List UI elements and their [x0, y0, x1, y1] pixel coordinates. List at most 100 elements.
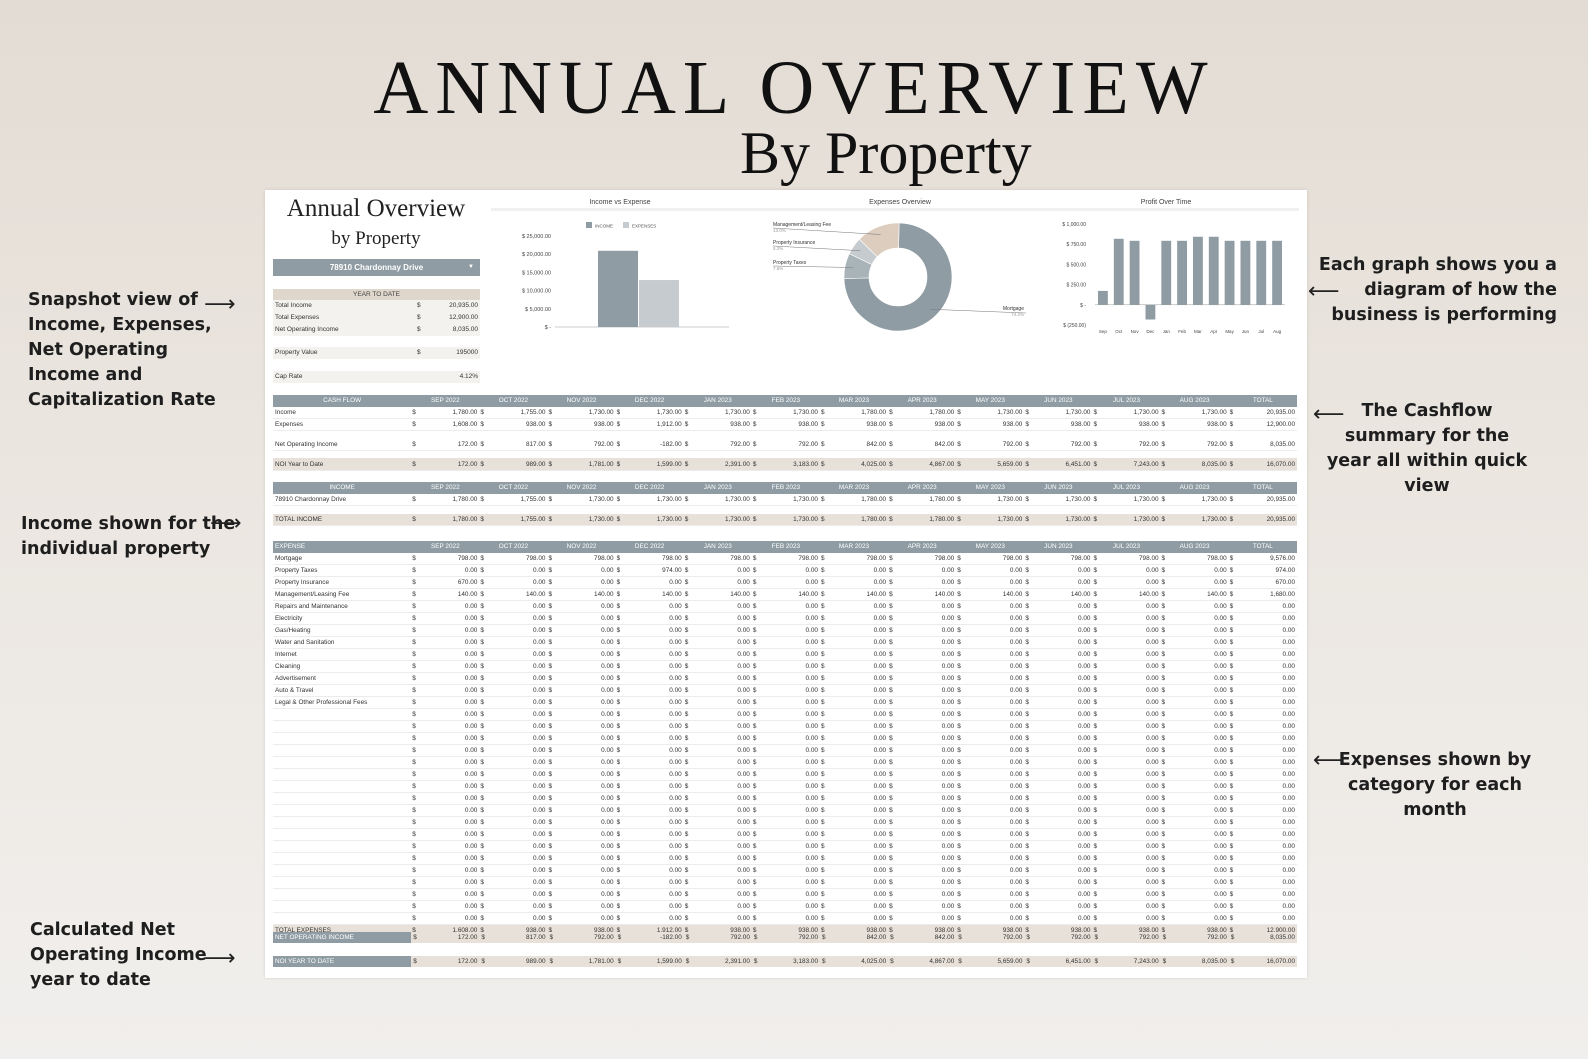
- table-row: $0.00 $0.00 $0.00 $0.00 $0.00 $0.00 $0.00 $0.00…: [273, 840, 1297, 854]
- cell-value: 1,755.00: [489, 406, 548, 420]
- currency-symbol: $: [1024, 792, 1035, 806]
- currency-symbol: $: [751, 828, 762, 842]
- currency-symbol: $: [1228, 672, 1239, 686]
- currency-symbol: $: [956, 816, 967, 830]
- currency-symbol: $: [888, 458, 899, 471]
- currency-symbol: $: [956, 636, 967, 650]
- currency-symbol: $: [751, 900, 762, 914]
- currency-symbol: $: [1024, 438, 1035, 451]
- currency-symbol: $: [888, 672, 899, 686]
- cell-value: 0.00: [1034, 672, 1093, 686]
- cell-value: 0.00: [829, 660, 889, 674]
- currency-symbol: $: [888, 804, 899, 818]
- x-tick-label: Nov: [1131, 329, 1140, 334]
- currency-symbol: $: [1024, 840, 1035, 854]
- cell-value: 0.00: [557, 576, 616, 590]
- cell-value: 974.00: [1238, 564, 1297, 578]
- cell-value: 0.00: [898, 624, 957, 638]
- cell-value: 0.00: [489, 900, 548, 914]
- currency-symbol: $: [683, 418, 694, 432]
- currency-symbol: $: [1228, 816, 1239, 830]
- income-vs-expense-chart: $ 25,000.00 $ 20,000.00 $ 15,000.00 $ 10,00…: [522, 222, 729, 331]
- column-header: INCOME: [273, 482, 412, 494]
- currency-symbol: $: [751, 493, 762, 507]
- cell-value: 0.00: [898, 900, 957, 914]
- currency-symbol: $: [1024, 708, 1035, 722]
- currency-symbol: $: [1160, 732, 1171, 746]
- column-header: MAY 2023: [956, 482, 1025, 494]
- currency-symbol: $: [820, 932, 831, 943]
- cell-value: 0.00: [489, 696, 548, 710]
- cell-value: 0.00: [1034, 768, 1093, 782]
- currency-symbol: $: [1024, 552, 1035, 566]
- currency-symbol: $: [479, 660, 490, 674]
- currency-symbol: $: [411, 612, 422, 626]
- y-tick-label: $ 750.00: [1067, 242, 1087, 248]
- cell-value: 1,730.00: [693, 493, 752, 507]
- cell-value: 0.00: [761, 684, 820, 698]
- currency-symbol: $: [547, 588, 558, 602]
- currency-symbol: $: [1024, 672, 1035, 686]
- bar: [1177, 240, 1187, 305]
- row-label: [273, 816, 412, 830]
- currency-symbol: $: [547, 804, 558, 818]
- currency-symbol: $: [479, 648, 490, 662]
- cell-value: 172.00: [421, 956, 480, 967]
- currency-symbol: $: [1092, 672, 1103, 686]
- cell-value: 0.00: [489, 636, 548, 650]
- column-header: APR 2023: [888, 395, 957, 407]
- currency-symbol: $: [819, 648, 830, 662]
- currency-symbol: $: [751, 756, 762, 770]
- currency-symbol: $: [1228, 804, 1239, 818]
- legend-label: EXPENSES: [632, 224, 656, 229]
- currency-symbol: $: [615, 612, 626, 626]
- currency-symbol: $: [888, 696, 899, 710]
- currency-symbol: $: [1092, 624, 1103, 638]
- y-tick-label: $ 25,000.00: [522, 234, 551, 240]
- currency-symbol: $: [411, 418, 422, 432]
- cell-value: 0.00: [1170, 576, 1229, 590]
- currency-symbol: $: [888, 564, 899, 578]
- hero-subtitle: By Property: [740, 120, 1032, 186]
- currency-symbol: $: [888, 418, 899, 432]
- currency-symbol: $: [956, 612, 967, 626]
- ytd-header: YEAR TO DATE: [273, 289, 480, 300]
- cell-value: 0.00: [421, 900, 480, 914]
- cell-value: 0.00: [761, 876, 820, 890]
- cell-value: 0.00: [761, 816, 820, 830]
- noi-ytd-row: NOI Year to Date $172.00 $989.00 $1,781.00 $…: [273, 458, 1297, 471]
- cell-value: 0.00: [761, 828, 820, 842]
- currency-symbol: $: [751, 648, 762, 662]
- property-select[interactable]: 78910 Chardonnay Drive ▼: [273, 259, 480, 276]
- cell-value: 140.00: [761, 588, 820, 602]
- row-label: Expenses: [273, 418, 412, 432]
- currency-symbol: $: [1228, 864, 1239, 878]
- y-tick-label: $ 5,000.00: [525, 307, 551, 313]
- currency-symbol: $: [411, 438, 422, 451]
- cell-value: 670.00: [421, 576, 480, 590]
- currency-symbol: $: [1160, 438, 1171, 451]
- cell-value: 0.00: [829, 600, 889, 614]
- cell-value: 0.00: [557, 600, 616, 614]
- cell-value: 0.00: [829, 804, 889, 818]
- currency-symbol: $: [751, 956, 762, 967]
- arrow-right-icon: ⟶: [204, 292, 236, 317]
- cell-value: 0.00: [557, 720, 616, 734]
- currency-symbol: $: [751, 732, 762, 746]
- legend-label: INCOME: [595, 224, 613, 229]
- cell-value: 0.00: [966, 600, 1025, 614]
- currency-symbol: $: [615, 636, 626, 650]
- currency-symbol: $: [1228, 564, 1239, 578]
- currency-symbol: $: [1160, 624, 1171, 638]
- cell-value: 4,025.00: [829, 458, 889, 471]
- row-label: 78910 Chardonnay Drive: [273, 493, 412, 507]
- cell-value: 0.00: [829, 708, 889, 722]
- cell-value: 0.00: [1238, 624, 1297, 638]
- currency-symbol: $: [1160, 876, 1171, 890]
- cell-value: 1,730.00: [761, 513, 820, 526]
- currency-symbol: $: [1092, 636, 1103, 650]
- cell-value: 842.00: [829, 438, 889, 451]
- currency-symbol: $: [1092, 720, 1103, 734]
- currency-symbol: $: [547, 418, 558, 432]
- chart-divider: [491, 208, 1299, 211]
